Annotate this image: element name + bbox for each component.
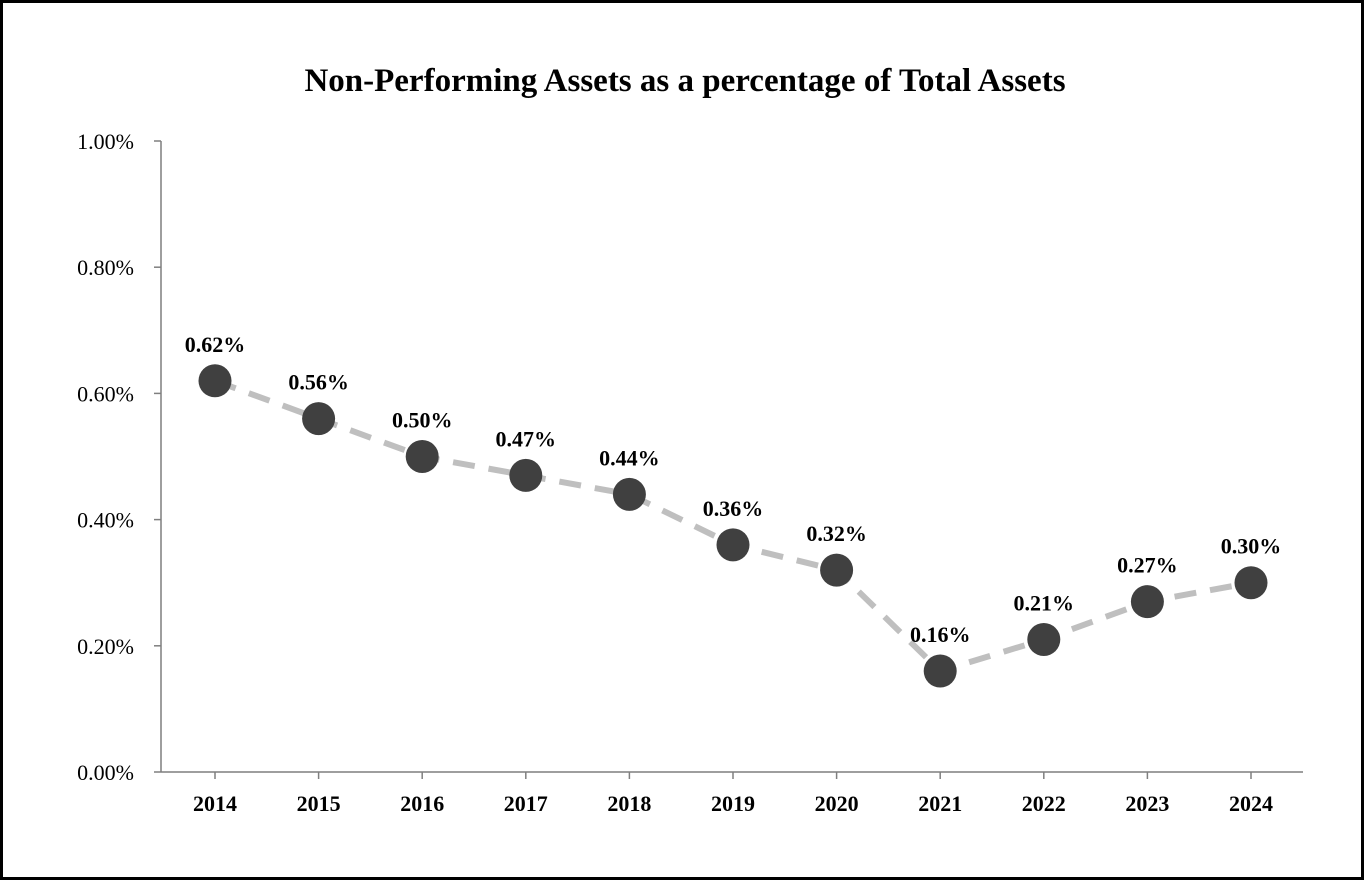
chart-title: Non-Performing Assets as a percentage of… <box>304 63 1066 99</box>
data-label: 0.56% <box>288 370 349 395</box>
markers-group <box>198 364 1268 688</box>
data-label: 0.16% <box>910 622 971 647</box>
y-tick-label: 0.20% <box>77 634 134 659</box>
data-label: 0.44% <box>599 445 660 470</box>
data-point <box>1130 585 1164 619</box>
data-label: 0.62% <box>185 332 246 357</box>
x-tick-label: 2022 <box>1022 791 1066 816</box>
x-tick-label: 2016 <box>400 791 444 816</box>
x-tick-label: 2014 <box>193 791 237 816</box>
data-label: 0.36% <box>703 496 764 521</box>
data-label: 0.21% <box>1014 590 1075 615</box>
data-point <box>405 440 439 473</box>
data-point <box>509 458 543 492</box>
x-tick-label: 2019 <box>711 791 755 816</box>
x-tick-label: 2024 <box>1229 791 1273 816</box>
data-label: 0.47% <box>496 426 557 451</box>
data-label: 0.27% <box>1117 553 1178 578</box>
data-point <box>1027 622 1061 656</box>
data-point <box>302 402 336 436</box>
line-chart: 0.00% 0.20% 0.40% 0.60% 0.80% 1.00% 2014 2015 20… <box>77 129 1303 816</box>
y-tick-label: 1.00% <box>77 129 134 154</box>
y-tick-label: 0.00% <box>77 760 134 785</box>
y-tick-label: 0.80% <box>77 255 134 280</box>
x-tick-label: 2015 <box>297 791 341 816</box>
data-point <box>1234 566 1268 600</box>
axes: 0.00% 0.20% 0.40% 0.60% 0.80% 1.00% 2014 2015 20… <box>77 129 1303 816</box>
data-labels-group: 0.62% 0.56% 0.50% 0.47% 0.44% 0.36% 0.32% 0.16%… <box>185 332 1282 647</box>
x-tick-label: 2021 <box>918 791 962 816</box>
series-line <box>213 377 1252 675</box>
x-tick-label: 2018 <box>607 791 651 816</box>
x-tick-label: 2020 <box>815 791 859 816</box>
data-point <box>820 553 854 587</box>
data-point <box>923 654 957 688</box>
data-point <box>612 477 646 511</box>
data-point <box>716 528 750 562</box>
data-label: 0.32% <box>806 521 867 546</box>
series-line-group <box>213 377 1252 675</box>
data-label: 0.50% <box>392 408 453 433</box>
y-tick-label: 0.40% <box>77 508 134 533</box>
y-tick-label: 0.60% <box>77 381 134 406</box>
data-point <box>198 364 232 398</box>
x-tick-label: 2023 <box>1125 791 1169 816</box>
x-tick-label: 2017 <box>504 791 548 816</box>
data-label: 0.30% <box>1221 534 1282 559</box>
